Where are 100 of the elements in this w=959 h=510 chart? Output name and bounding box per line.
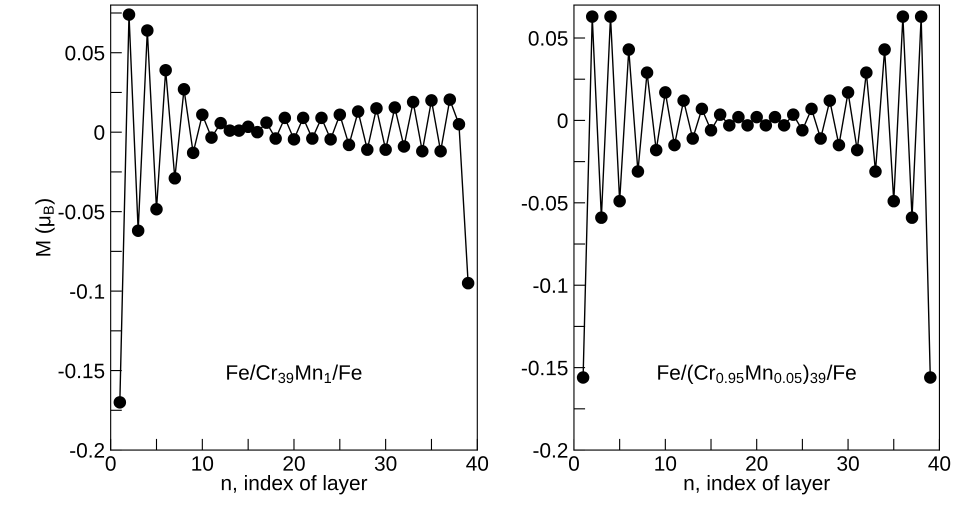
point [604,10,617,23]
point [406,96,420,108]
point [205,131,218,144]
point [686,132,699,145]
point [659,86,672,99]
point [741,119,754,132]
point [750,110,763,124]
x-axis-title: n, index of layer [222,475,368,494]
point [269,132,282,145]
point [388,101,402,114]
point [696,102,708,116]
y-tick-label: 0.05 [65,46,104,60]
point [150,203,163,216]
point [444,93,456,106]
point [352,105,364,118]
point [379,143,392,156]
point [434,145,447,158]
point [315,112,328,124]
y-tick-label: -0.15 [522,360,568,376]
point [888,194,900,208]
point [778,119,790,132]
point [196,108,209,121]
x-tick-label: 0 [568,456,579,471]
x-tick-label: 40 [928,456,950,471]
point [452,118,466,130]
point [824,94,836,107]
point [924,371,937,384]
y-tick-label: 0 [558,113,568,128]
point [159,64,172,76]
point [214,116,227,130]
point [632,165,644,178]
point [398,140,410,153]
point [334,108,346,121]
y-tick-label: -0.15 [58,364,104,378]
point [462,276,474,290]
point [869,165,882,178]
point [425,94,438,107]
point [896,10,910,23]
y-tick-label: -0.1 [533,278,568,293]
point [805,102,818,116]
y-tick-label: -0.2 [533,443,568,458]
point [786,108,800,121]
point [906,211,918,224]
point [342,138,356,152]
point [416,145,429,158]
point [704,124,718,137]
point [114,396,126,409]
point [796,124,809,137]
point [668,138,681,152]
point [914,10,928,23]
point [296,112,310,124]
point [640,66,654,79]
point [723,119,736,132]
point [370,102,383,115]
point [586,10,598,23]
annotation: Fe/(Cr$_{0.95}$Mn$_{0.05}$)$_{39}$/Fe [658,364,856,384]
point [832,138,846,152]
point [324,133,337,146]
point [814,132,827,145]
x-tick-label: 0 [106,456,116,471]
annotation: Fe/Cr$_{39}$Mn$_{1}$/Fe [227,364,362,384]
point [260,116,273,129]
x-tick-label: 20 [283,456,305,471]
point [850,144,864,156]
point [168,172,182,185]
point [361,143,374,156]
point [178,83,190,96]
point [714,108,726,121]
point [278,112,292,124]
point [732,110,745,124]
y-tick-label: -0.2 [70,443,104,458]
point [622,43,636,56]
y-tick-label: -0.05 [58,204,104,220]
point [306,132,319,145]
x-tick-label: 20 [746,456,768,471]
x-tick-label: 10 [655,456,676,471]
y-axis-title: M (μ$_{B}$) [35,199,55,256]
point [860,66,873,79]
point [288,133,300,146]
point [595,211,608,224]
point [613,194,626,208]
point [132,224,144,237]
point [242,120,254,134]
x-tick-label: 30 [837,456,859,471]
point [842,86,854,99]
point [232,124,246,137]
y-tick-label: 0 [94,125,104,140]
x-tick-label: 30 [374,456,396,471]
point [650,144,662,156]
y-tick-label: 0.05 [528,31,568,46]
point [141,24,154,37]
y-tick-label: -0.1 [70,284,104,299]
point [122,8,136,21]
point [576,371,590,384]
point [878,43,891,56]
x-axis-title: n, index of layer [684,475,830,494]
x-tick-label: 40 [466,456,488,471]
point [251,126,264,138]
point [186,146,200,160]
y-tick-label: -0.05 [522,196,568,211]
